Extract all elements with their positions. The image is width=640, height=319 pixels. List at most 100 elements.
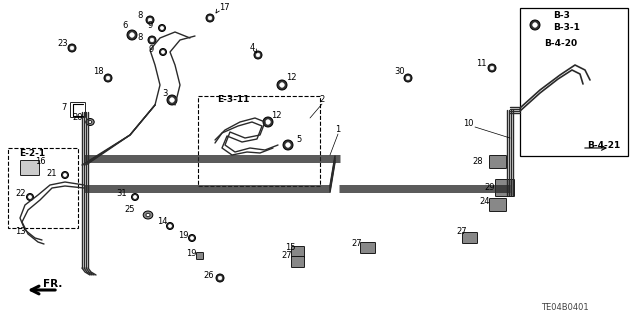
Circle shape	[146, 16, 154, 24]
Circle shape	[277, 80, 287, 90]
Circle shape	[218, 276, 222, 280]
Text: 20: 20	[73, 114, 83, 122]
Circle shape	[263, 117, 273, 127]
Circle shape	[28, 196, 31, 198]
Circle shape	[167, 95, 177, 105]
Text: 31: 31	[116, 189, 127, 198]
Text: 16: 16	[35, 157, 45, 166]
Text: 11: 11	[476, 58, 486, 68]
Ellipse shape	[86, 118, 94, 125]
Text: 30: 30	[395, 68, 405, 77]
Text: 26: 26	[204, 271, 214, 280]
Text: 14: 14	[157, 217, 167, 226]
Circle shape	[189, 234, 195, 241]
Text: 15: 15	[285, 243, 295, 253]
Circle shape	[104, 74, 112, 82]
Text: 18: 18	[93, 68, 103, 77]
Text: B-3: B-3	[553, 11, 570, 20]
Circle shape	[404, 74, 412, 82]
Circle shape	[170, 98, 174, 102]
Bar	[198, 96, 320, 186]
Text: 5: 5	[296, 135, 301, 144]
Circle shape	[68, 44, 76, 52]
Text: B-3-1: B-3-1	[553, 23, 580, 32]
FancyBboxPatch shape	[360, 242, 376, 254]
Bar	[8, 148, 78, 228]
Text: TE04B0401: TE04B0401	[541, 303, 589, 313]
Text: 7: 7	[61, 103, 67, 113]
Circle shape	[256, 53, 260, 57]
Circle shape	[532, 23, 537, 27]
Ellipse shape	[88, 121, 92, 123]
Text: 27: 27	[352, 239, 362, 248]
Circle shape	[285, 143, 291, 147]
Text: 24: 24	[480, 197, 490, 206]
Text: FR.: FR.	[44, 279, 63, 289]
Circle shape	[490, 66, 494, 70]
FancyBboxPatch shape	[490, 198, 506, 211]
FancyBboxPatch shape	[196, 253, 204, 259]
Text: 9: 9	[148, 46, 154, 55]
Text: E-2-1: E-2-1	[19, 149, 45, 158]
FancyBboxPatch shape	[291, 247, 305, 257]
Circle shape	[191, 236, 193, 240]
Circle shape	[216, 274, 224, 282]
Text: 29: 29	[484, 183, 495, 192]
Text: 25: 25	[125, 205, 135, 214]
Circle shape	[106, 76, 110, 80]
Circle shape	[168, 225, 172, 227]
Circle shape	[61, 172, 68, 179]
FancyBboxPatch shape	[70, 102, 86, 117]
Text: 10: 10	[463, 120, 473, 129]
Text: 12: 12	[285, 73, 296, 83]
Circle shape	[150, 38, 154, 42]
Text: 19: 19	[186, 249, 196, 258]
Circle shape	[130, 33, 134, 37]
Circle shape	[63, 174, 67, 177]
FancyBboxPatch shape	[463, 233, 477, 243]
Circle shape	[159, 25, 166, 32]
Circle shape	[161, 50, 164, 54]
Text: 8: 8	[138, 33, 143, 42]
FancyBboxPatch shape	[490, 155, 506, 168]
Circle shape	[161, 26, 164, 30]
Circle shape	[26, 194, 33, 201]
Circle shape	[208, 16, 212, 20]
Text: B-4-21: B-4-21	[587, 140, 620, 150]
Bar	[520, 8, 628, 156]
Text: 6: 6	[122, 20, 128, 29]
Text: E-3-11: E-3-11	[217, 95, 249, 105]
Circle shape	[283, 140, 293, 150]
Text: 17: 17	[219, 4, 229, 12]
Circle shape	[166, 222, 173, 229]
Circle shape	[148, 18, 152, 22]
Text: 28: 28	[473, 158, 483, 167]
Text: 19: 19	[178, 232, 188, 241]
Text: 21: 21	[47, 169, 57, 179]
Circle shape	[127, 30, 137, 40]
Text: 8: 8	[138, 11, 143, 19]
Circle shape	[488, 64, 496, 72]
Text: 2: 2	[319, 95, 324, 105]
Text: 27: 27	[457, 226, 467, 235]
Circle shape	[266, 120, 270, 124]
Circle shape	[133, 196, 136, 198]
Circle shape	[148, 36, 156, 44]
Circle shape	[530, 20, 540, 30]
FancyBboxPatch shape	[20, 160, 40, 175]
Circle shape	[131, 194, 138, 201]
Ellipse shape	[146, 213, 150, 217]
Circle shape	[254, 51, 262, 59]
Circle shape	[159, 48, 166, 56]
Ellipse shape	[143, 211, 153, 219]
Text: 23: 23	[58, 40, 68, 48]
Text: 4: 4	[250, 42, 255, 51]
Text: 3: 3	[163, 90, 168, 99]
FancyBboxPatch shape	[291, 256, 305, 268]
Circle shape	[406, 76, 410, 80]
FancyBboxPatch shape	[495, 180, 515, 197]
Text: 1: 1	[335, 125, 340, 135]
Text: 9: 9	[147, 20, 152, 29]
Circle shape	[70, 46, 74, 50]
Text: 22: 22	[16, 189, 26, 197]
